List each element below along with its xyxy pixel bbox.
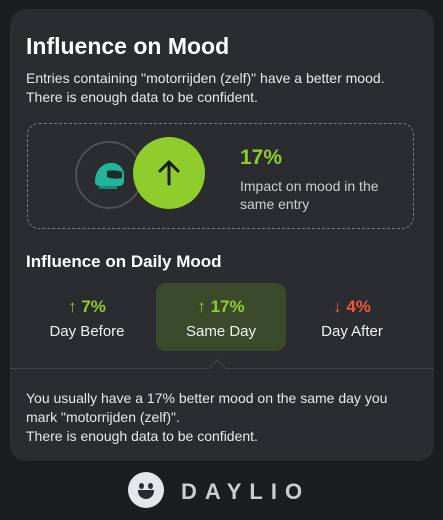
selected-tab-pointer xyxy=(208,359,227,378)
same-day-percent: 17% xyxy=(210,297,245,316)
same-day-value: ↑ 17% xyxy=(156,297,286,317)
same-day-label: Same Day xyxy=(185,323,257,340)
tab-day-before[interactable]: ↑ 7% Day Before xyxy=(22,283,152,351)
day-before-value: ↑ 7% xyxy=(22,297,152,317)
day-before-percent: 7% xyxy=(81,297,106,316)
explanation-line: There is enough data to be confident. xyxy=(26,428,258,444)
smiley-face-icon xyxy=(128,472,164,508)
subtitle-line: Entries containing "motorrijden (zelf)" … xyxy=(26,70,385,86)
day-after-label: Day After xyxy=(321,323,383,340)
impact-arrow-circle xyxy=(133,137,205,209)
arrow-down-icon: ↓ xyxy=(333,297,342,316)
subtitle-line: There is enough data to be confident. xyxy=(26,89,258,105)
influence-card: Influence on Mood Entries containing "mo… xyxy=(10,9,434,461)
impact-description: Impact on mood in the same entry xyxy=(240,178,379,212)
explanation-line: You usually have a 17% better mood on th… xyxy=(26,390,388,406)
daylio-logo: DAYLIO xyxy=(128,472,318,508)
arrow-up-icon: ↑ xyxy=(197,297,206,316)
day-after-value: ↓ 4% xyxy=(287,297,417,317)
tab-same-day[interactable]: ↑ 17% Same Day xyxy=(156,283,286,351)
day-before-label: Day Before xyxy=(49,323,125,340)
arrow-up-icon xyxy=(158,160,180,186)
card-subtitle: Entries containing "motorrijden (zelf)" … xyxy=(26,69,421,107)
explanation-line: mark "motorrijden (zelf)". xyxy=(26,409,180,425)
day-after-percent: 4% xyxy=(346,297,371,316)
tab-day-after[interactable]: ↓ 4% Day After xyxy=(287,283,417,351)
arrow-up-icon: ↑ xyxy=(68,297,77,316)
card-title: Influence on Mood xyxy=(26,33,230,59)
impact-box: 17% Impact on mood in the same entry xyxy=(27,123,414,229)
daily-mood-title: Influence on Daily Mood xyxy=(26,252,222,271)
motorcycle-helmet-icon xyxy=(95,162,124,189)
impact-value: 17% xyxy=(240,146,283,169)
explanation-text: You usually have a 17% better mood on th… xyxy=(26,389,421,446)
brand-name: DAYLIO xyxy=(181,479,311,504)
